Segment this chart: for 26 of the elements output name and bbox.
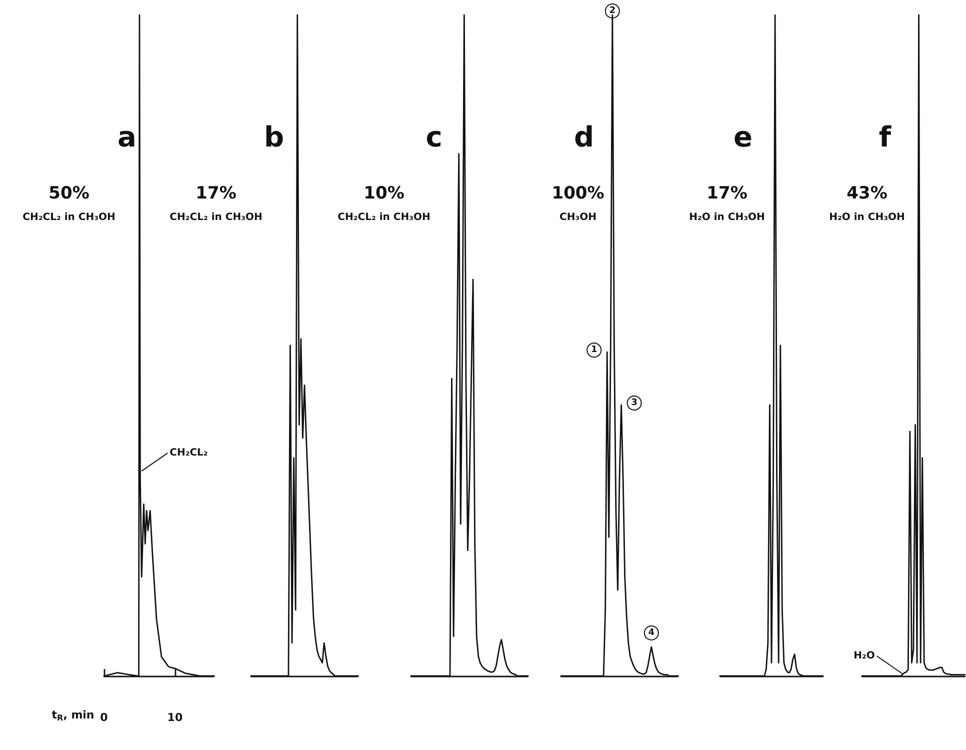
x-tick-label: 10 <box>167 711 183 724</box>
annotation: CH₂CL₂ in CH₃OH <box>22 212 116 223</box>
text: e <box>734 120 752 154</box>
annotation: CH₂CL₂ in CH₃OH <box>338 212 430 223</box>
text: 50% <box>48 184 90 204</box>
text: d <box>574 120 594 154</box>
annotation: 4 <box>648 628 655 638</box>
text: 100% <box>552 184 604 204</box>
text: b <box>264 120 284 154</box>
text: 43% <box>846 184 888 204</box>
text: c <box>426 120 442 154</box>
annotation: 3 <box>631 398 638 408</box>
annotation: CH₂CL₂ in CH₃OH <box>170 212 262 223</box>
annotation: CH₂CL₂ <box>170 448 208 459</box>
text: 17% <box>706 184 748 204</box>
text: 17% <box>196 184 236 204</box>
annotation: H₂O <box>854 650 875 662</box>
annotation: H₂O in CH₃OH <box>689 212 765 223</box>
text: a <box>118 120 136 154</box>
annotation: CH₃OH <box>560 212 596 223</box>
x-tick-label: 0 <box>100 711 108 724</box>
text: f <box>878 120 892 154</box>
annotation: H₂O in CH₃OH <box>829 212 905 223</box>
annotation: 1 <box>590 345 598 356</box>
text: 10% <box>364 184 404 204</box>
annotation: 2 <box>609 6 616 16</box>
